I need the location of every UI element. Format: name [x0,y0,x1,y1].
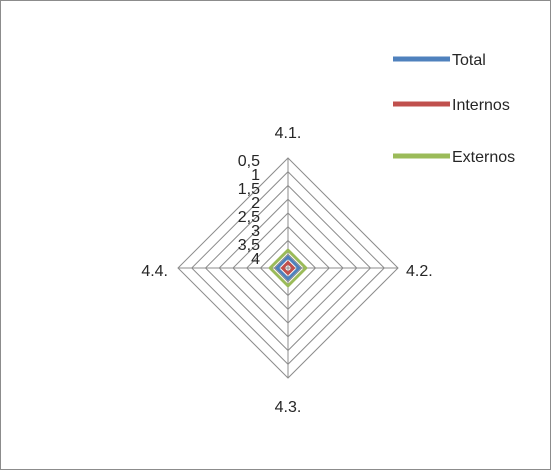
category-label-4-3: 4.3. [275,399,302,416]
category-labels: 4.1. 4.2. 4.3. 4.4. [141,125,432,416]
tick-label: 1 [251,167,260,184]
tick-label: 2 [251,195,260,212]
tick-label: 0,5 [238,153,260,170]
category-label-4-1: 4.1. [275,125,302,142]
series-line-internos [281,261,295,275]
category-label-4-4: 4.4. [141,263,168,280]
legend-label-total: Total [452,52,486,69]
legend-item-externos: Externos [393,149,515,166]
tick-label: 4 [251,251,260,268]
radar-grid [177,157,399,379]
series-line-total [275,255,301,281]
series-line-externos [268,248,308,288]
category-label-4-2: 4.2. [406,263,433,280]
tick-label: 1,5 [238,181,260,198]
tick-label: 3,5 [238,237,260,254]
scale-tick-labels: 0,5 1 1,5 2 2,5 3 3,5 4 [238,153,260,268]
tick-label: 3 [251,223,260,240]
legend-item-total: Total [393,52,486,69]
legend-item-internos: Internos [393,97,510,114]
legend-label-externos: Externos [452,149,515,166]
legend-label-internos: Internos [452,97,510,114]
tick-label: 2,5 [238,209,260,226]
radar-series [268,248,308,288]
legend: Total Internos Externos [393,52,515,166]
